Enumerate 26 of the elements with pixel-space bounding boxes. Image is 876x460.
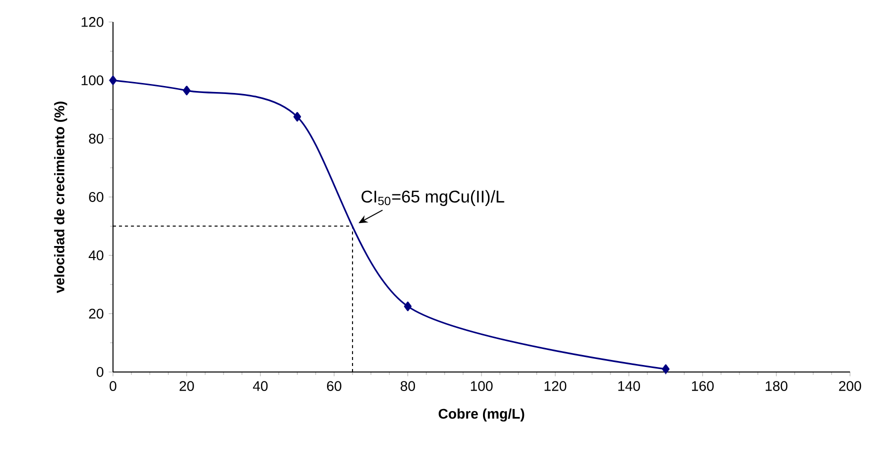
x-tick-label: 140 <box>618 381 640 391</box>
x-tick-label: 60 <box>327 381 342 391</box>
y-tick-label: 40 <box>88 250 104 260</box>
x-tick-label: 80 <box>400 381 416 391</box>
point <box>293 112 302 122</box>
annotation: CI$_{50}$=65 mgCu(II)/L <box>362 190 504 206</box>
x-tick-label: 200 <box>839 381 862 391</box>
x-tick-label: 20 <box>180 381 194 391</box>
x-tick-label: 100 <box>470 381 493 391</box>
x-tick-label: 0 <box>110 381 116 391</box>
x-tick-label: 120 <box>544 381 566 391</box>
y-axis-title: velocidad de crecimiento (%) <box>54 102 68 294</box>
y-tick-label: 0 <box>96 367 104 377</box>
x-tick-label: 40 <box>252 381 268 391</box>
y-tick-label: 120 <box>82 17 104 27</box>
point <box>182 86 190 96</box>
point <box>404 302 412 312</box>
y-tick-label: 100 <box>82 75 104 86</box>
y-tick-label: 20 <box>89 308 104 319</box>
point <box>662 364 670 374</box>
y-tick-label: 80 <box>88 134 104 144</box>
x-axis-title: Cobre (mg/L) <box>438 408 524 422</box>
x-tick-label: 180 <box>766 381 788 391</box>
x-tick-label: 160 <box>692 381 714 391</box>
y-tick-label: 60 <box>89 192 104 202</box>
point <box>109 76 117 86</box>
